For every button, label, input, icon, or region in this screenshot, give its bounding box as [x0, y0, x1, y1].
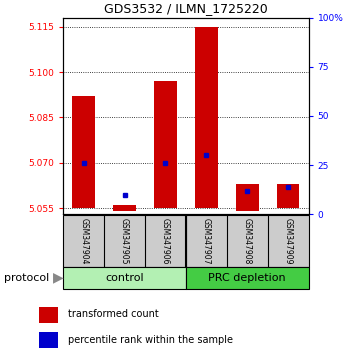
Text: GSM347908: GSM347908	[243, 218, 252, 264]
Text: GSM347905: GSM347905	[120, 218, 129, 264]
Bar	[39, 307, 58, 323]
Text: protocol: protocol	[4, 273, 49, 282]
Text: percentile rank within the sample: percentile rank within the sample	[68, 335, 233, 345]
Text: control: control	[105, 273, 144, 282]
Text: GSM347904: GSM347904	[79, 218, 88, 264]
Bar	[154, 81, 177, 208]
Title: GDS3532 / ILMN_1725220: GDS3532 / ILMN_1725220	[104, 2, 268, 15]
Bar	[186, 267, 309, 289]
Bar	[113, 205, 136, 211]
Text: GSM347907: GSM347907	[202, 218, 211, 264]
Text: GSM347906: GSM347906	[161, 218, 170, 264]
Bar	[39, 332, 58, 348]
Bar	[236, 184, 258, 211]
Text: PRC depletion: PRC depletion	[208, 273, 286, 282]
Bar	[195, 27, 218, 208]
Bar	[72, 96, 95, 208]
Text: transformed count: transformed count	[68, 309, 158, 319]
Text: ▶: ▶	[53, 270, 64, 285]
Bar	[63, 267, 186, 289]
Bar	[277, 184, 299, 208]
Text: GSM347909: GSM347909	[284, 218, 293, 264]
